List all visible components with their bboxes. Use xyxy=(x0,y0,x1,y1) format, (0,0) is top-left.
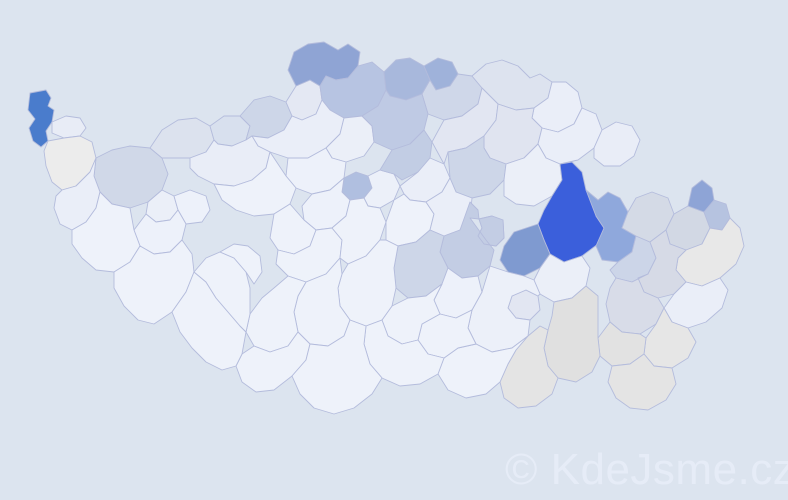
district-jesenik[interactable] xyxy=(593,121,641,167)
district-karvina[interactable] xyxy=(687,179,715,213)
district-chomutov[interactable] xyxy=(149,117,215,159)
watermark-kdejsme: © KdeJsme.cz xyxy=(505,445,788,494)
district-nymburk[interactable] xyxy=(379,129,433,181)
district-sokolov[interactable] xyxy=(51,115,87,139)
district-zdar[interactable] xyxy=(439,201,505,279)
district-louny[interactable] xyxy=(189,135,271,187)
district-litomerice[interactable] xyxy=(251,99,345,159)
district-cheb[interactable] xyxy=(27,89,55,148)
district-ceske-budejovice[interactable] xyxy=(291,319,383,415)
district-rakovnik[interactable] xyxy=(213,151,297,217)
district-benesov-extra[interactable] xyxy=(219,243,263,285)
district-mlada-boleslav[interactable] xyxy=(361,89,429,151)
district-uherske-hradiste[interactable] xyxy=(607,353,677,411)
district-domazlice[interactable] xyxy=(71,191,141,273)
